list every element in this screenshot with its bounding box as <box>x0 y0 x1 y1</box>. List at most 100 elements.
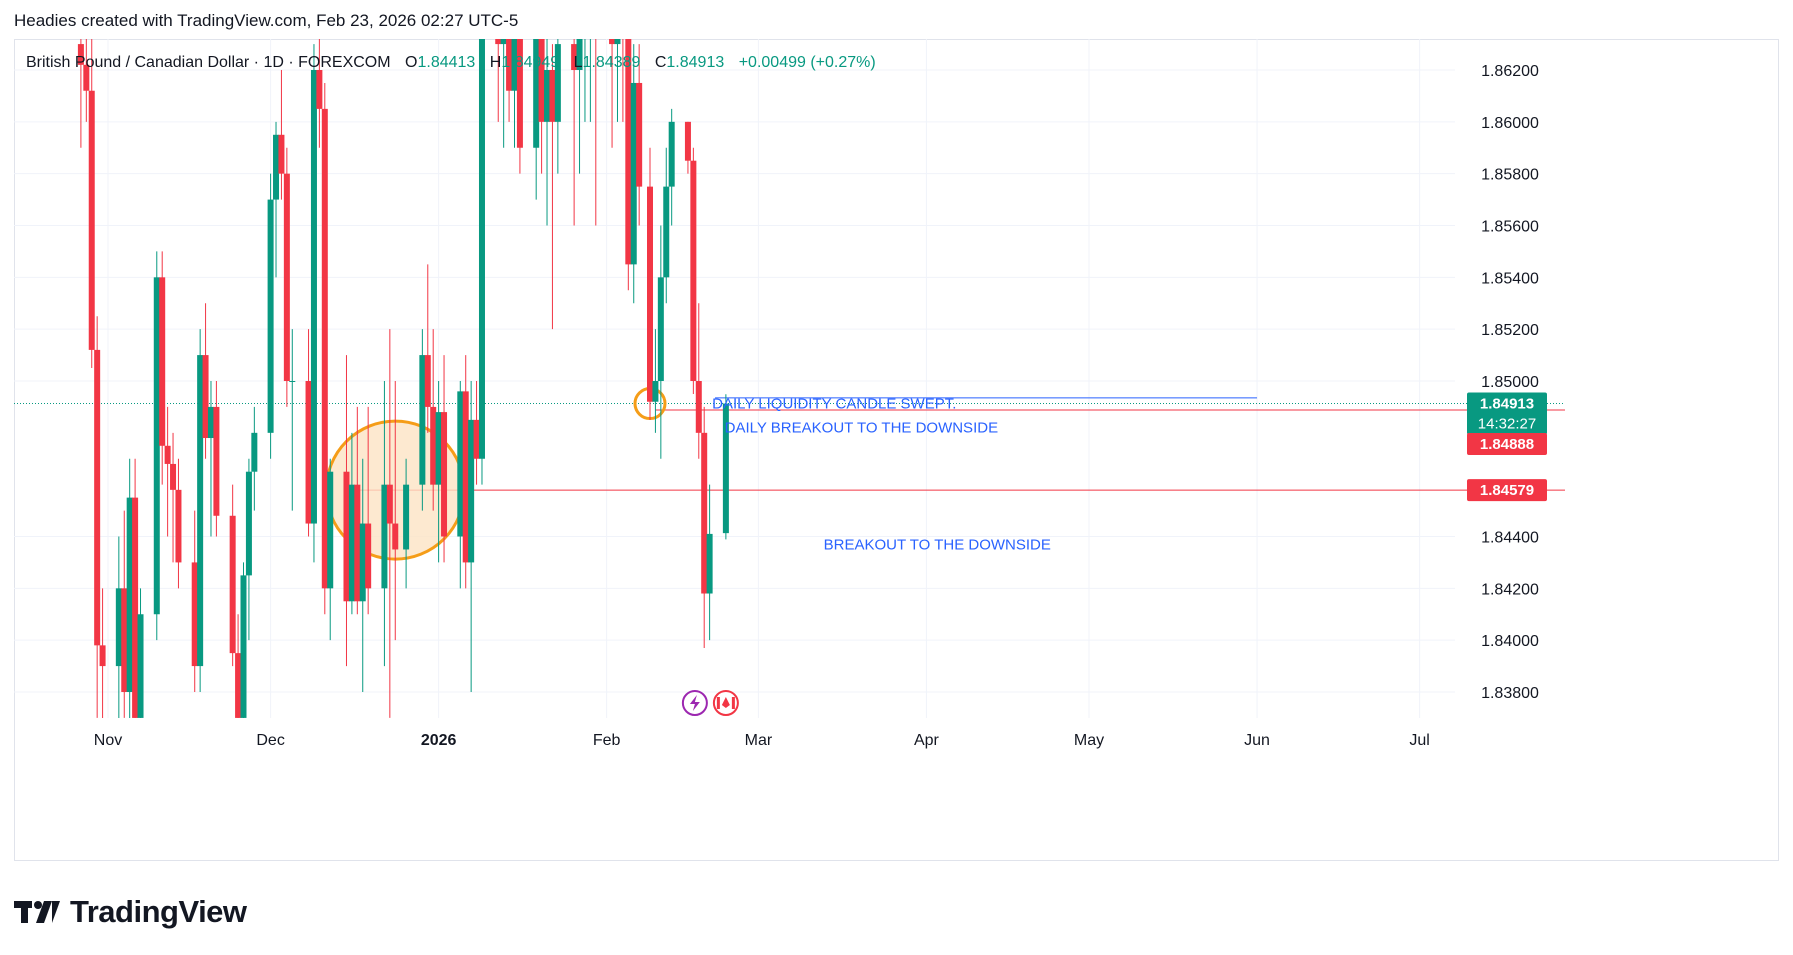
candle[interactable] <box>495 0 502 122</box>
candle[interactable] <box>582 0 588 122</box>
candle[interactable] <box>652 329 659 433</box>
price-label-timer: 14:32:27 <box>1478 416 1536 433</box>
candle[interactable] <box>88 18 95 369</box>
candle[interactable] <box>191 510 198 692</box>
candle[interactable] <box>500 0 507 148</box>
candle[interactable] <box>457 381 464 589</box>
candle[interactable] <box>310 44 317 563</box>
candle[interactable] <box>164 406 171 537</box>
candle[interactable] <box>365 406 372 615</box>
candle-body <box>365 523 372 589</box>
candle[interactable] <box>609 0 616 148</box>
candle[interactable] <box>235 614 242 738</box>
candle[interactable] <box>403 458 410 589</box>
candle-body <box>609 39 616 45</box>
candle[interactable] <box>657 225 664 459</box>
candle[interactable] <box>478 5 485 485</box>
candle[interactable] <box>273 121 280 278</box>
candle[interactable] <box>593 0 599 226</box>
candle-body <box>625 39 632 265</box>
candle[interactable] <box>213 381 220 537</box>
candle[interactable] <box>99 588 106 738</box>
candle[interactable] <box>132 458 139 739</box>
candle[interactable] <box>571 5 578 226</box>
candle[interactable] <box>159 251 166 485</box>
candle[interactable] <box>77 0 84 148</box>
candle[interactable] <box>197 329 204 692</box>
candle[interactable] <box>587 0 593 122</box>
candle[interactable] <box>620 0 626 122</box>
candle[interactable] <box>137 588 144 738</box>
candle[interactable] <box>240 562 247 738</box>
candle[interactable] <box>435 381 442 563</box>
candle[interactable] <box>533 0 540 200</box>
candle[interactable] <box>283 147 290 407</box>
candle[interactable] <box>343 355 350 667</box>
candle[interactable] <box>430 329 437 511</box>
candle[interactable] <box>706 484 713 641</box>
candle[interactable] <box>289 329 296 511</box>
candle[interactable] <box>202 303 209 459</box>
candle[interactable] <box>424 264 431 433</box>
candle[interactable] <box>462 355 469 589</box>
candle[interactable] <box>305 329 312 537</box>
candle[interactable] <box>576 18 583 174</box>
candle[interactable] <box>386 329 393 718</box>
candle[interactable] <box>94 316 101 718</box>
candle[interactable] <box>636 44 643 226</box>
tradingview-logo[interactable]: TradingView <box>14 894 247 930</box>
candle[interactable] <box>506 0 513 122</box>
candle[interactable] <box>544 18 551 226</box>
candle[interactable] <box>121 510 128 718</box>
candle[interactable] <box>647 147 653 420</box>
candle[interactable] <box>316 18 323 148</box>
candle[interactable] <box>126 458 133 739</box>
candle[interactable] <box>327 458 334 641</box>
candle[interactable] <box>554 18 561 174</box>
candle[interactable] <box>153 251 160 641</box>
candle-body <box>614 39 621 45</box>
price-tick-label: 1.83800 <box>1481 685 1539 702</box>
candle[interactable] <box>614 0 621 122</box>
candle[interactable] <box>348 432 355 615</box>
candle[interactable] <box>321 82 328 615</box>
candle[interactable] <box>245 458 252 641</box>
candle[interactable] <box>381 381 388 667</box>
candle[interactable] <box>392 381 399 641</box>
candle[interactable] <box>468 381 475 692</box>
candle[interactable] <box>229 484 236 667</box>
candle[interactable] <box>354 406 361 615</box>
candle-body <box>495 39 502 45</box>
candle[interactable] <box>83 5 90 122</box>
candle[interactable] <box>251 406 258 511</box>
candle[interactable] <box>511 0 518 148</box>
candle[interactable] <box>538 0 545 174</box>
candle[interactable] <box>419 329 426 511</box>
symbol-name[interactable]: British Pound / Canadian Dollar · 1D · F… <box>26 54 391 71</box>
candle[interactable] <box>267 173 274 459</box>
lightning-icon[interactable] <box>681 690 708 716</box>
candle[interactable] <box>278 70 285 200</box>
candle[interactable] <box>690 147 697 394</box>
candle-body <box>582 18 588 31</box>
candle[interactable] <box>684 121 691 174</box>
price-tick-label: 1.85600 <box>1481 219 1539 236</box>
candle[interactable] <box>516 0 523 174</box>
candle[interactable] <box>473 381 480 485</box>
candle[interactable] <box>170 432 177 563</box>
candle[interactable] <box>115 536 122 739</box>
candle[interactable] <box>668 108 675 226</box>
candle[interactable] <box>701 406 708 648</box>
candle[interactable] <box>175 458 182 589</box>
candle[interactable] <box>207 381 214 537</box>
candle[interactable] <box>359 458 366 692</box>
candle[interactable] <box>549 44 556 330</box>
candle[interactable] <box>441 355 448 563</box>
candle[interactable] <box>663 147 670 304</box>
canada-flag-icon[interactable] <box>712 690 739 716</box>
candle[interactable] <box>625 0 632 291</box>
candle[interactable] <box>695 303 702 459</box>
candle[interactable] <box>630 44 637 304</box>
candle[interactable] <box>722 394 729 540</box>
